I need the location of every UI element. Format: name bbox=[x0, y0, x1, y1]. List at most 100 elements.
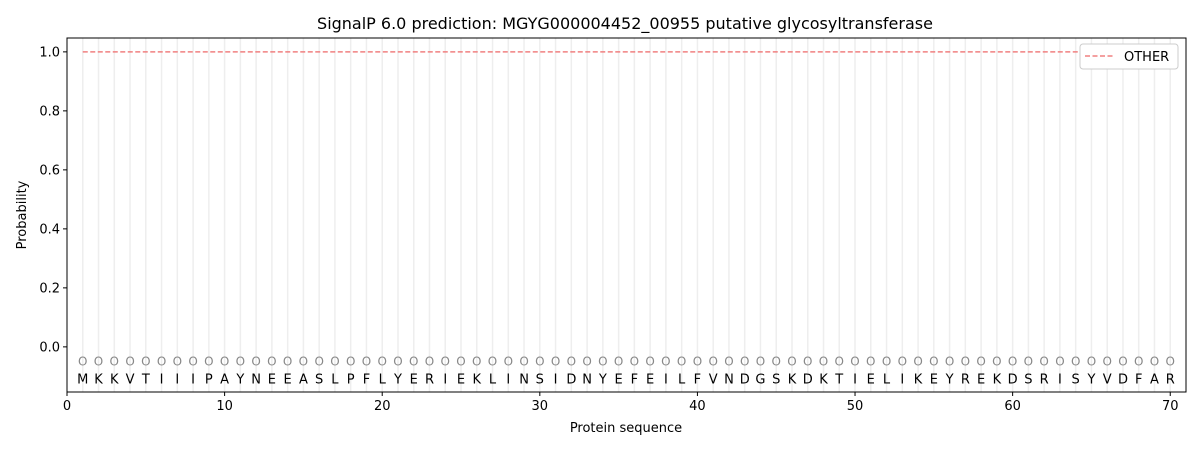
residue-letter: E bbox=[930, 372, 938, 387]
residue-state-label: O bbox=[929, 355, 938, 369]
residue-letter: T bbox=[834, 372, 843, 387]
residue-state-label: O bbox=[441, 355, 450, 369]
residue-state-label: O bbox=[1118, 355, 1127, 369]
residue-state-label: O bbox=[299, 355, 308, 369]
y-tick-label: 0.6 bbox=[39, 163, 60, 178]
residue-letter: R bbox=[1166, 372, 1175, 387]
residue-letter: N bbox=[251, 372, 261, 387]
residue-state-label: O bbox=[456, 355, 465, 369]
x-axis-label: Protein sequence bbox=[570, 421, 682, 436]
residue-letter: V bbox=[1103, 372, 1112, 387]
residue-letter: S bbox=[772, 372, 780, 387]
residue-state-label: O bbox=[1039, 355, 1048, 369]
residue-state-label: O bbox=[1008, 355, 1017, 369]
residue-state-label: O bbox=[283, 355, 292, 369]
residue-state-label: O bbox=[141, 355, 150, 369]
residue-letter: L bbox=[379, 372, 387, 387]
residue-letter: D bbox=[740, 372, 750, 387]
residue-letter: I bbox=[443, 372, 447, 387]
residue-state-label: O bbox=[251, 355, 260, 369]
residue-letter: G bbox=[755, 372, 765, 387]
residue-state-label: O bbox=[425, 355, 434, 369]
residue-letter: D bbox=[566, 372, 576, 387]
residue-state-label: O bbox=[708, 355, 717, 369]
residue-letter: I bbox=[554, 372, 558, 387]
residue-state-label: O bbox=[125, 355, 134, 369]
residue-state-label: O bbox=[771, 355, 780, 369]
residue-state-label: O bbox=[362, 355, 371, 369]
y-tick-label: 1.0 bbox=[39, 45, 60, 60]
residue-letter: K bbox=[993, 372, 1002, 387]
residue-state-label: O bbox=[78, 355, 87, 369]
residue-letter: A bbox=[1150, 372, 1159, 387]
residue-state-label: O bbox=[220, 355, 229, 369]
residue-state-label: O bbox=[835, 355, 844, 369]
residue-state-label: O bbox=[1150, 355, 1159, 369]
residue-state-label: O bbox=[645, 355, 654, 369]
residue-state-label: O bbox=[346, 355, 355, 369]
residue-state-label: O bbox=[1166, 355, 1175, 369]
residue-state-label: O bbox=[992, 355, 1001, 369]
residue-letter: L bbox=[883, 372, 891, 387]
residue-state-label: O bbox=[961, 355, 970, 369]
residue-letter: S bbox=[315, 372, 323, 387]
residue-letter: K bbox=[788, 372, 797, 387]
residue-state-label: O bbox=[1087, 355, 1096, 369]
residue-state-label: O bbox=[898, 355, 907, 369]
residue-state-label: O bbox=[1134, 355, 1143, 369]
residue-letter: S bbox=[536, 372, 544, 387]
residue-state-label: O bbox=[582, 355, 591, 369]
residue-letter: V bbox=[709, 372, 718, 387]
residue-letter: I bbox=[160, 372, 164, 387]
residue-letter: V bbox=[126, 372, 135, 387]
residue-letter: A bbox=[220, 372, 229, 387]
residue-letter: K bbox=[819, 372, 828, 387]
y-tick-label: 0.4 bbox=[39, 222, 60, 237]
residue-state-label: O bbox=[567, 355, 576, 369]
residue-letter: M bbox=[77, 372, 88, 387]
residue-state-label: O bbox=[976, 355, 985, 369]
residue-letter: Y bbox=[945, 372, 954, 387]
residue-state-label: O bbox=[614, 355, 623, 369]
residue-letter: I bbox=[853, 372, 857, 387]
residue-state-label: O bbox=[724, 355, 733, 369]
residue-state-label: O bbox=[677, 355, 686, 369]
residue-state-label: O bbox=[173, 355, 182, 369]
residue-state-label: O bbox=[94, 355, 103, 369]
residue-letter: E bbox=[268, 372, 276, 387]
x-tick-label: 20 bbox=[374, 399, 391, 414]
x-tick-label: 10 bbox=[216, 399, 233, 414]
chart-title: SignalP 6.0 prediction: MGYG000004452_00… bbox=[317, 14, 933, 34]
residue-letter: K bbox=[94, 372, 103, 387]
x-tick-label: 40 bbox=[689, 399, 706, 414]
residue-state-label: O bbox=[551, 355, 560, 369]
residue-state-label: O bbox=[630, 355, 639, 369]
residue-letter: T bbox=[141, 372, 150, 387]
residue-letter: F bbox=[1135, 372, 1142, 387]
residue-letter: E bbox=[867, 372, 875, 387]
residue-letter: F bbox=[694, 372, 701, 387]
residue-state-label: O bbox=[756, 355, 765, 369]
residue-letter: I bbox=[191, 372, 195, 387]
residue-state-label: O bbox=[693, 355, 702, 369]
residue-state-label: O bbox=[393, 355, 402, 369]
residue-letter: D bbox=[803, 372, 813, 387]
residue-state-label: O bbox=[1102, 355, 1111, 369]
legend-label-other: OTHER bbox=[1124, 50, 1169, 65]
residue-state-label: O bbox=[787, 355, 796, 369]
residue-state-label: O bbox=[267, 355, 276, 369]
residue-letter: Y bbox=[393, 372, 402, 387]
residue-state-label: O bbox=[661, 355, 670, 369]
residue-letter: D bbox=[1008, 372, 1018, 387]
residue-state-label: O bbox=[535, 355, 544, 369]
residue-letter: I bbox=[506, 372, 510, 387]
residue-letter: Y bbox=[235, 372, 244, 387]
residue-letter: E bbox=[410, 372, 418, 387]
residue-letter: D bbox=[1118, 372, 1128, 387]
residue-state-label: O bbox=[740, 355, 749, 369]
residue-state-label: O bbox=[913, 355, 922, 369]
y-tick-label: 0.8 bbox=[39, 104, 60, 119]
residue-state-label: O bbox=[188, 355, 197, 369]
